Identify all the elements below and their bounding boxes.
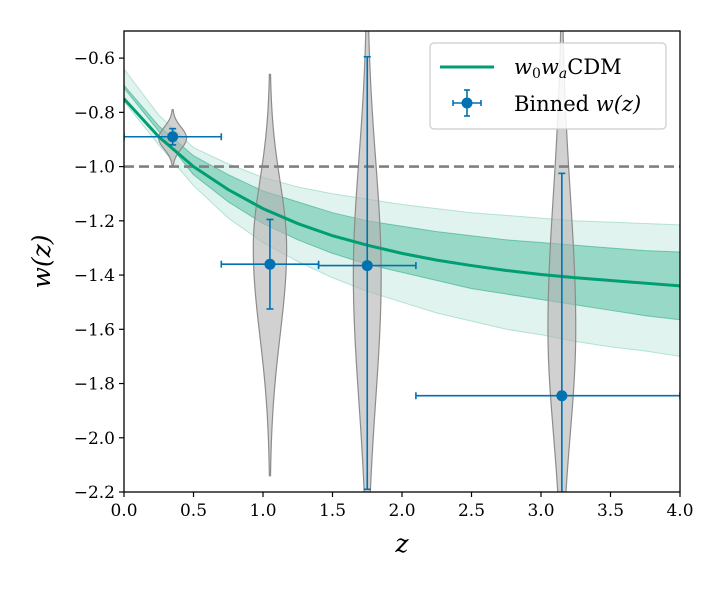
legend-label-binned: Binned w(z) <box>514 92 641 116</box>
binned-point-1 <box>124 127 223 146</box>
legend-entry-binned: Binned w(z) <box>452 89 641 117</box>
y-axis-label: w(z) <box>27 234 56 288</box>
point-marker <box>556 390 568 402</box>
y-tick-label: −1.8 <box>74 375 115 395</box>
legend-label-model: w0waCDM <box>514 55 622 82</box>
x-tick-label: 1.5 <box>319 501 346 521</box>
x-tick-label: 1.0 <box>249 501 276 521</box>
x-tick-label: 3.5 <box>597 501 624 521</box>
legend-entry-model: w0waCDM <box>440 55 622 82</box>
x-axis-label: z <box>394 529 409 558</box>
plot-area <box>124 31 680 492</box>
point-marker <box>264 258 276 270</box>
legend: w0waCDM Binned w(z) <box>429 42 667 130</box>
axes: 0.0 0.5 1.0 1.5 2.0 2.5 3.0 3.5 4.0 −0.6 −0.8 −1.0 −… <box>27 30 694 558</box>
y-tick-label: −2.0 <box>74 429 115 449</box>
binned-point-4 <box>415 172 680 492</box>
x-tick-label: 0.0 <box>110 501 137 521</box>
y-tick-label: −1.2 <box>74 212 115 232</box>
y-tick-label: −0.8 <box>74 103 115 123</box>
x-tick-label: 4.0 <box>666 501 693 521</box>
x-tick-label: 2.5 <box>458 501 485 521</box>
legend-marker <box>461 97 473 109</box>
binned-point-3 <box>317 55 417 491</box>
point-marker <box>361 260 373 272</box>
y-tick-label: −2.2 <box>74 483 115 503</box>
point-marker <box>167 131 179 143</box>
y-tick-label: −1.6 <box>74 320 115 340</box>
legend-box <box>429 42 667 130</box>
x-tick-label: 0.5 <box>180 501 207 521</box>
x-tick-label: 3.0 <box>527 501 554 521</box>
model-curve <box>124 97 680 288</box>
y-tick-label: −1.4 <box>74 266 115 286</box>
y-tick-label: −0.6 <box>74 49 115 69</box>
y-tick-label: −1.0 <box>74 158 115 178</box>
x-tick-label: 2.0 <box>388 501 415 521</box>
